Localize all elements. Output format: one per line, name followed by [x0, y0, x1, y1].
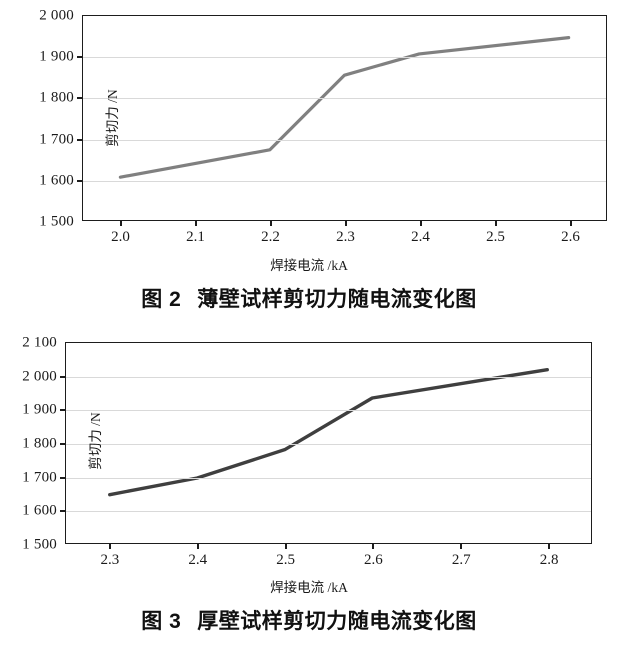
x-axis-tick	[460, 543, 463, 549]
x-axis-tick-label: 2.6	[364, 552, 383, 568]
figure-caption-number-2: 图 3	[141, 610, 182, 633]
figure-thin-wall-shear-force: 1 500 1 600 1 700 1 800 1 900 2 000 2.0 2.1 2.2 2…	[0, 0, 618, 318]
y-axis-tick-label: 1 900	[39, 48, 74, 65]
y-axis-title-1: 剪切力 /N	[105, 89, 120, 147]
x-axis-tick-label: 2.2	[261, 229, 280, 245]
x-axis-title-2: 焊接电流 /kA	[270, 580, 348, 595]
y-axis-tick	[60, 510, 66, 513]
x-axis-tick	[344, 220, 347, 226]
x-axis-tick-label: 2.4	[188, 552, 208, 568]
gridline-horizontal	[66, 477, 591, 479]
figure-caption-1: 图 2 薄壁试样剪切力随电流变化图	[0, 283, 618, 313]
gridline-horizontal	[66, 410, 591, 412]
x-axis-tick-label: 2.8	[539, 552, 559, 568]
x-axis-tick-label: 2.3	[100, 552, 120, 568]
x-axis-tick	[372, 543, 375, 549]
data-series-polyline	[110, 370, 547, 495]
y-axis-tick	[60, 375, 66, 378]
figure-caption-text-1: 薄壁试样剪切力随电流变化图	[197, 288, 477, 311]
y-axis-tick	[60, 443, 66, 445]
gridline-horizontal	[83, 57, 606, 59]
gridline-horizontal	[66, 511, 591, 513]
x-axis-tick-label: 2.4	[411, 229, 430, 245]
series-line-1	[83, 16, 606, 220]
y-axis-tick-label: 1 800	[22, 435, 57, 452]
x-axis-tick	[108, 543, 111, 549]
y-axis-tick-label: 1 500	[39, 213, 74, 230]
x-axis-tick	[284, 543, 287, 549]
gridline-horizontal	[83, 139, 606, 141]
chart-plot-area-1: 1 500 1 600 1 700 1 800 1 900 2 000 2.0 2.1 2.2 2…	[39, 8, 607, 245]
gridline-horizontal	[66, 376, 591, 378]
gridline-horizontal	[66, 444, 591, 445]
gridline-horizontal	[83, 180, 606, 182]
x-axis-tick-label: 2.3	[336, 229, 355, 245]
y-axis-tick-label: 2 000	[39, 7, 74, 24]
x-axis-tick-label: 2.1	[186, 229, 205, 245]
y-axis-tick	[77, 97, 83, 100]
x-axis-tick	[548, 543, 551, 549]
plot-inner-1: 1 500 1 600 1 700 1 800 1 900 2 000 2.0 2.1 2.2 2…	[39, 8, 606, 245]
y-axis-tick-label: 1 600	[22, 502, 57, 519]
y-axis-tick-label: 1 700	[22, 469, 57, 486]
y-axis-tick	[60, 409, 66, 412]
x-axis-tick	[269, 220, 272, 226]
y-axis-tick-label: 1 700	[39, 131, 74, 148]
y-axis-tick	[77, 138, 83, 141]
y-axis-tick-label: 1 600	[39, 172, 74, 189]
x-axis-tick	[419, 220, 422, 226]
x-axis-tick-label: 2.0	[111, 229, 130, 245]
y-axis-tick-label: 1 500	[22, 536, 57, 553]
y-axis-tick-label: 1 800	[39, 89, 74, 106]
figure-caption-2: 图 3 厚壁试样剪切力随电流变化图	[0, 605, 618, 635]
x-axis-tick-label: 2.5	[276, 552, 295, 568]
series-line-2	[66, 343, 591, 543]
x-axis-tick-label: 2.6	[561, 229, 580, 245]
x-axis-tick	[194, 220, 197, 226]
y-axis-tick	[77, 179, 83, 182]
y-axis-tick	[77, 56, 83, 59]
x-axis-tick	[569, 220, 572, 226]
plot-inner-2: 1 500 1 600 1 700 1 800 1 900 2 000 2 100 2.3 2.…	[22, 335, 591, 568]
data-series-polyline	[120, 38, 568, 178]
y-axis-tick-label: 2 100	[22, 334, 57, 351]
figure-caption-text-2: 厚壁试样剪切力随电流变化图	[197, 610, 477, 633]
y-axis-tick-label: 1 900	[22, 401, 57, 418]
x-axis-title-1: 焊接电流 /kA	[270, 258, 348, 273]
y-axis-title-2: 剪切力 /N	[88, 412, 103, 470]
x-axis-tick	[119, 220, 122, 226]
chart-plot-area-2: 1 500 1 600 1 700 1 800 1 900 2 000 2 100 2.3 2.…	[22, 335, 592, 568]
x-axis-tick-label: 2.7	[451, 552, 471, 568]
figure-thick-wall-shear-force: 1 500 1 600 1 700 1 800 1 900 2 000 2 100 2.3 2.…	[0, 320, 618, 651]
x-axis-tick	[196, 543, 199, 549]
y-axis-tick	[60, 476, 66, 479]
gridline-horizontal	[83, 98, 606, 100]
figure-caption-number-1: 图 2	[141, 288, 182, 311]
y-axis-tick-label: 2 000	[22, 368, 57, 385]
x-axis-tick-label: 2.5	[486, 229, 505, 245]
x-axis-tick	[494, 220, 497, 226]
